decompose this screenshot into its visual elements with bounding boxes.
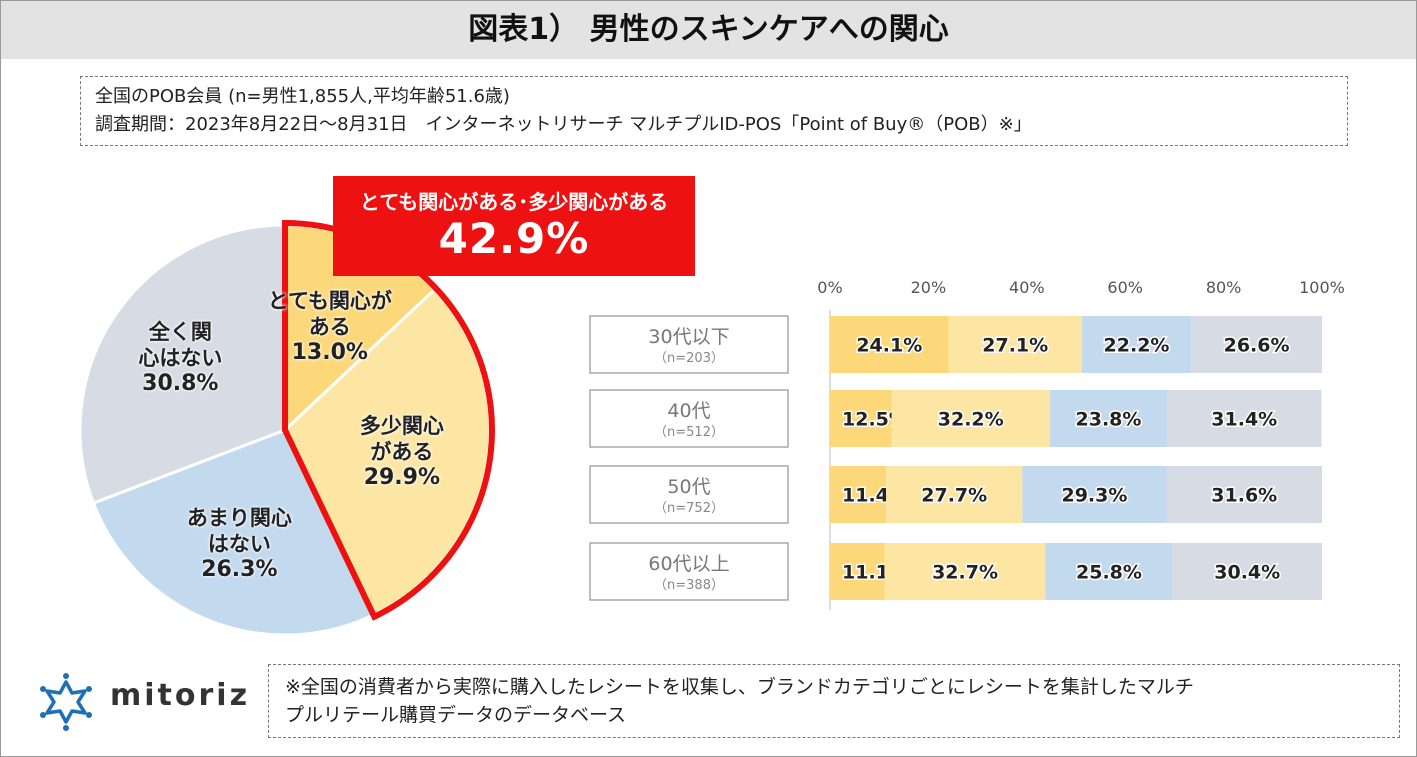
bar-data-label: 31.6% [1211,485,1277,507]
callout-value: 42.9% [438,214,590,263]
bar-data-label: 27.1% [982,335,1048,357]
bar-segment [1081,316,1192,373]
survey-info-line-2: 調査期間：2023年8月22日〜8月31日 インターネットリサーチ マルチプルI… [95,114,1032,135]
pie-label-text: がある [370,439,434,464]
category-label-box [589,315,789,374]
category-label-box [589,389,789,448]
pie-label-text: あまり関心 [186,506,292,531]
bar-data-label: 24.1% [856,335,922,357]
pie-label-text: 多少関心 [359,413,444,438]
pie-label-value: 29.9% [363,464,441,490]
bar-segment [1049,390,1168,447]
pie-label-value: 30.8% [142,370,219,396]
category-label: 30代以下 [648,326,729,348]
interest-callout: とても関心がある･多少関心がある 42.9% [333,176,695,276]
footnote-line-2: プルリテール購買データのデータベース [285,704,627,726]
survey-info-box: 全国のPOB会員 (n=男性1,855人,平均年齢51.6歳) 調査期間：202… [80,76,1348,146]
bar-data-label: 32.2% [938,409,1004,431]
pie-label-text: ある [308,314,351,339]
bar-data-label: 25.8% [1076,562,1142,584]
pie-chart-svg [78,219,495,637]
category-label: 60代以上 [648,553,729,575]
x-tick-label: 100% [1299,278,1345,297]
bar-data-label: 29.3% [1061,485,1127,507]
pie-slice [78,223,287,506]
bar-data-label: 27.7% [921,485,987,507]
bar-segment [830,390,892,447]
category-n-label: （n=752） [654,501,724,516]
bar-data-label: 31.4% [1211,409,1277,431]
bar-segment [884,543,1046,600]
category-label-box [589,542,789,601]
pie-label-text: とても関心が [267,288,392,313]
bar-segment [1045,543,1173,600]
bar-segment [891,390,1050,447]
bar-segment [1172,543,1322,600]
pie-label-value: 13.0% [291,339,368,365]
bar-segment [830,543,885,600]
bar-segment [948,316,1082,373]
bar-segment [1166,466,1322,523]
x-tick-label: 20% [911,278,947,297]
pie-chart: とても関心が ある 13.0% 多少関心 がある 29.9% あまり関心 はない 26.3% 全く… [0,150,600,650]
pie-slice [91,428,376,637]
survey-info-line-1: 全国のPOB会員 (n=男性1,855人,平均年齢51.6歳) [95,86,510,107]
footnote-box: ※全国の消費者から実際に購入したレシートを収集し、ブランドカテゴリごとにレシート… [268,664,1400,738]
category-label: 50代 [667,476,710,498]
pie-slice-label: 全く関 心はない 30.8% [100,319,260,397]
bar-segment [1022,466,1167,523]
bar-segment [830,466,887,523]
callout-label: とても関心がある･多少関心がある [359,190,669,214]
pie-label-text: 全く関 [148,319,212,344]
x-tick-label: 60% [1107,278,1143,297]
bar-segment [830,316,949,373]
x-tick-label: 80% [1206,278,1242,297]
figure-title: 図表1） 男性のスキンケアへの関心 [1,1,1416,59]
bar-data-label: 22.2% [1104,335,1170,357]
bar-data-label: 32.7% [932,562,998,584]
bar-segment [1191,316,1322,373]
footnote-line-1: ※全国の消費者から実際に購入したレシートを収集し、ブランドカテゴリごとにレシート… [285,676,1194,698]
pie-label-text: はない [207,532,271,557]
pie-label-value: 26.3% [201,557,278,583]
bar-segment [1167,390,1322,447]
mitoriz-logo: mitoriz [34,672,264,732]
x-tick-label: 40% [1009,278,1045,297]
pie-slice-label: 多少関心 がある 29.9% [322,413,482,491]
category-n-label: （n=388） [654,578,724,593]
bar-segment [886,466,1023,523]
category-n-label: （n=512） [654,425,724,440]
bar-data-label: 30.4% [1214,562,1280,584]
bar-data-label: 26.6% [1224,335,1290,357]
category-label: 40代 [667,400,710,422]
pie-slice-label: とても関心が ある 13.0% [250,288,410,366]
bar-data-label: 23.8% [1076,409,1142,431]
age-stacked-bar-chart: 0% 20% 40% 60% 80% 100% 30代以下 （n=203） 24.1% 27.1%… [589,278,1345,610]
category-n-label: （n=203） [654,351,724,366]
x-tick-label: 0% [817,278,842,297]
logo-text: mitoriz [110,678,251,713]
category-label-box [589,465,789,524]
mitoriz-logo-icon [40,673,92,731]
pie-label-text: 心はない [138,345,223,370]
pie-slice-label: あまり関心 はない 26.3% [159,505,319,583]
